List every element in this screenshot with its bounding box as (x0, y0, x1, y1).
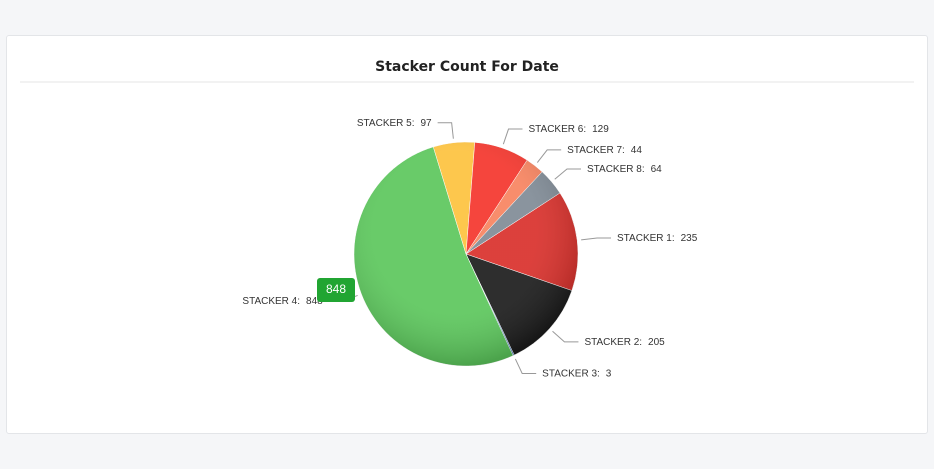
data-label: STACKER 7: 44 (567, 145, 642, 156)
data-label: STACKER 4: 848 (242, 296, 323, 307)
leader-line (514, 358, 537, 374)
chart-title: Stacker Count For Date (375, 59, 559, 75)
label-category: STACKER 6: (529, 124, 587, 135)
leader-line (581, 237, 612, 241)
label-category: STACKER 7: (567, 145, 625, 156)
data-label: STACKER 6: 129 (529, 124, 610, 135)
label-value: 64 (651, 164, 663, 175)
data-label: STACKER 1: 235 (617, 233, 698, 244)
label-category: STACKER 3: (542, 368, 600, 379)
pie (353, 141, 579, 367)
label-category: STACKER 2: (584, 337, 642, 348)
label-category: STACKER 4: (242, 296, 300, 307)
leader-line (437, 122, 454, 139)
label-category: STACKER 1: (617, 233, 675, 244)
leader-line (536, 149, 562, 163)
data-label: STACKER 5: 97 (357, 117, 432, 128)
label-value: 97 (421, 117, 433, 128)
leader-line (554, 168, 581, 180)
data-label: STACKER 2: 205 (584, 337, 665, 348)
leader-line (502, 128, 523, 145)
label-value: 129 (592, 124, 609, 135)
tooltip-value: 848 (326, 282, 346, 296)
tooltip: 848 (317, 278, 355, 302)
data-label: STACKER 3: 3 (542, 368, 612, 379)
label-value: 235 (681, 233, 698, 244)
leader-line (552, 330, 579, 343)
label-value: 44 (631, 145, 643, 156)
label-category: STACKER 5: (357, 117, 415, 128)
label-value: 205 (648, 337, 665, 348)
label-value: 3 (606, 368, 612, 379)
label-category: STACKER 8: (587, 164, 645, 175)
data-label: STACKER 8: 64 (587, 164, 662, 175)
tooltip-box (317, 278, 355, 302)
label-value: 848 (306, 296, 323, 307)
